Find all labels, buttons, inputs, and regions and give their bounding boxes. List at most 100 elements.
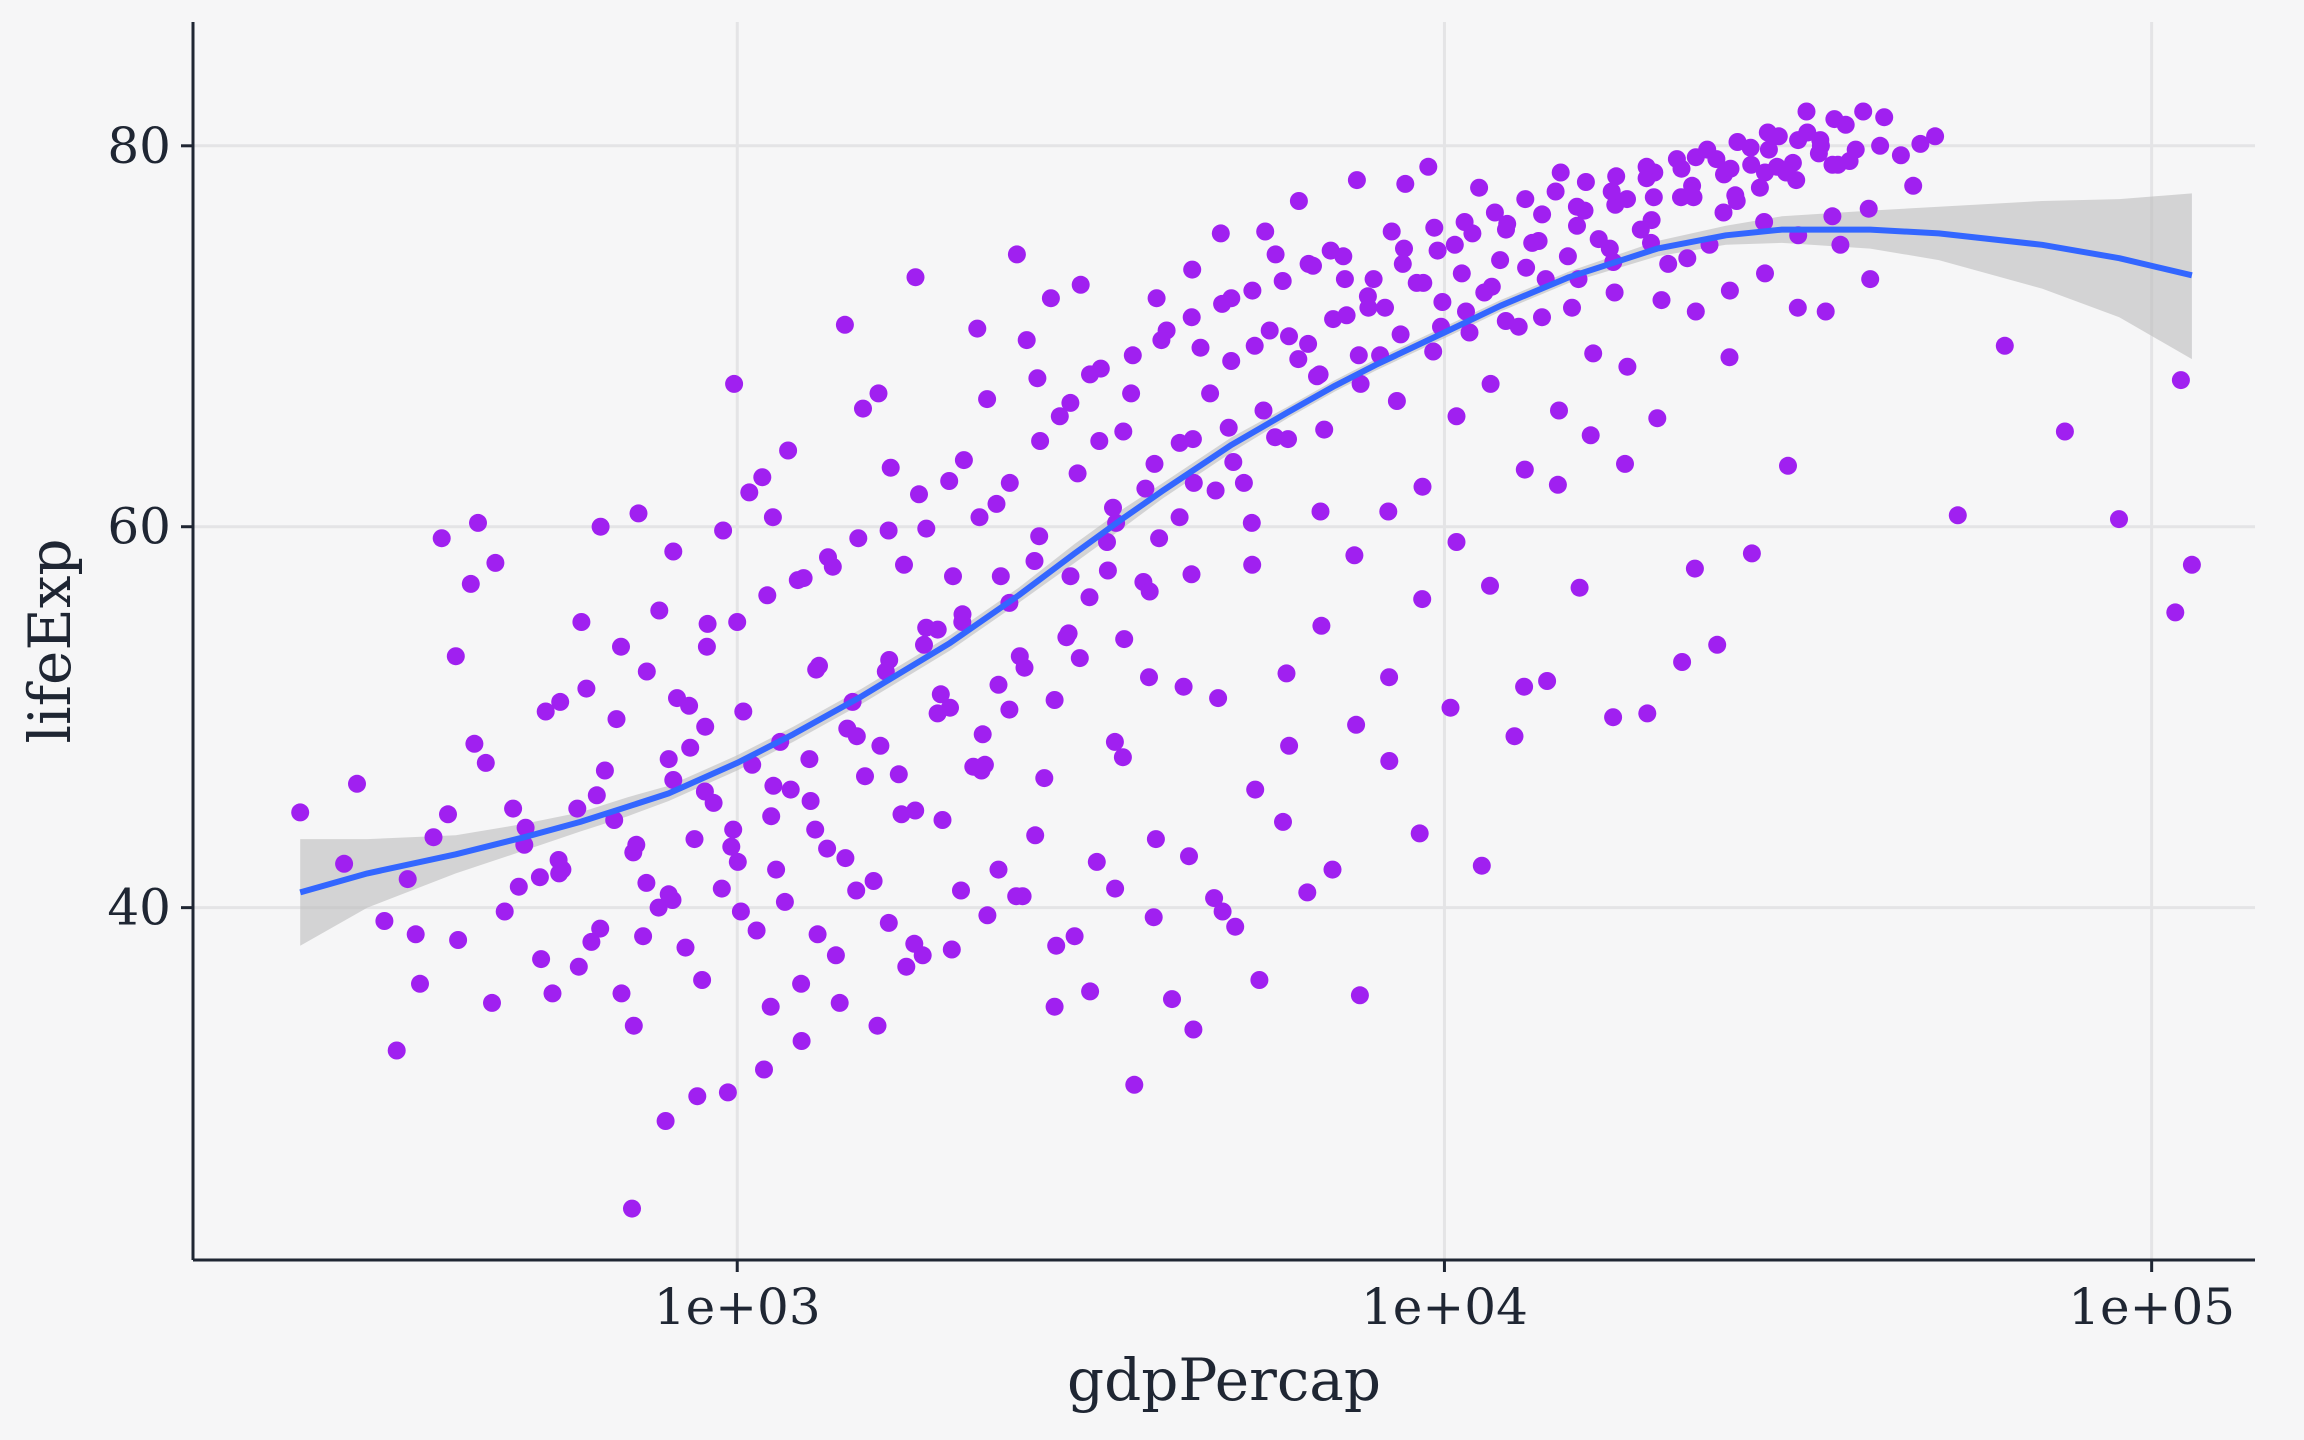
data-point [1756, 264, 1774, 283]
data-point [1191, 338, 1210, 357]
data-point [826, 946, 845, 965]
data-point [1114, 422, 1133, 441]
data-point [1584, 344, 1603, 363]
data-point [1070, 649, 1089, 668]
data-point [1224, 453, 1243, 471]
data-point [1602, 182, 1621, 201]
data-point [572, 613, 591, 631]
data-point [1720, 281, 1739, 300]
data-point [973, 725, 992, 744]
data-point [1183, 260, 1202, 279]
data-point [1246, 780, 1265, 799]
data-point [819, 548, 837, 567]
data-point [1607, 167, 1626, 186]
data-point [1226, 917, 1245, 936]
x-tick-label: 1e+05 [2068, 1278, 2235, 1336]
data-point [1145, 454, 1164, 473]
data-point [1995, 336, 2014, 355]
data-point [1708, 635, 1727, 654]
data-point [1652, 291, 1671, 310]
data-point [1299, 334, 1318, 353]
data-point [1140, 582, 1159, 601]
data-point [1170, 508, 1189, 527]
data-point [917, 618, 936, 637]
data-point [1184, 1020, 1203, 1039]
data-point [693, 971, 712, 989]
data-point [1516, 190, 1535, 209]
data-point [1672, 188, 1690, 207]
data-point [664, 542, 683, 561]
data-point [582, 932, 601, 951]
data-point [968, 319, 987, 338]
data-point [1728, 133, 1747, 151]
data-point [1698, 140, 1717, 159]
y-tick-label: 80 [107, 117, 171, 175]
data-point [476, 753, 495, 772]
y-tick-label: 40 [107, 879, 171, 937]
data-point [1788, 298, 1807, 317]
data-point [1349, 346, 1368, 365]
data-point [1140, 668, 1158, 687]
data-point [889, 765, 908, 784]
data-point [1380, 752, 1399, 770]
data-point [1273, 272, 1292, 290]
data-point [944, 567, 962, 586]
data-point [854, 399, 872, 418]
data-point [1376, 298, 1394, 317]
data-point [530, 868, 549, 887]
data-point [1472, 856, 1491, 875]
data-point [906, 801, 925, 820]
data-point [681, 738, 700, 757]
data-point [1335, 270, 1354, 289]
data-point [792, 1032, 811, 1050]
data-point [1045, 691, 1064, 709]
data-point [1379, 502, 1398, 521]
data-point [1721, 159, 1740, 178]
data-point [1414, 273, 1433, 292]
data-point [1180, 847, 1198, 866]
data-point [623, 1199, 641, 1218]
data-point [1570, 578, 1589, 597]
data-point [864, 872, 883, 890]
data-point [1031, 432, 1050, 450]
data-point [1823, 207, 1842, 226]
data-point [871, 736, 890, 755]
data-point [807, 660, 826, 679]
data-point [1113, 748, 1132, 767]
data-point [1638, 704, 1657, 723]
data-point [722, 837, 741, 856]
data-point [1387, 392, 1406, 410]
smooth-line [299, 226, 2193, 896]
data-point [1871, 136, 1890, 155]
data-point [1091, 359, 1110, 378]
data-point [486, 553, 505, 572]
data-point [1517, 258, 1536, 277]
data-point [1098, 561, 1117, 580]
data-point [348, 774, 366, 793]
data-point [695, 782, 714, 801]
data-point [624, 1016, 643, 1035]
data-point [2110, 510, 2128, 529]
data-point [1280, 736, 1299, 755]
data-point [1758, 123, 1777, 142]
data-point [1673, 653, 1692, 671]
data-point [1948, 506, 1967, 525]
data-point [1445, 235, 1464, 254]
data-point [818, 839, 837, 858]
data-point [1201, 384, 1220, 403]
data-point [1274, 812, 1292, 831]
data-point [1090, 432, 1109, 450]
data-point [724, 820, 743, 839]
data-point [1533, 205, 1552, 224]
data-point [1105, 732, 1124, 751]
data-point [1147, 289, 1166, 308]
data-point [509, 877, 528, 896]
data-point [895, 555, 913, 574]
data-point [1144, 908, 1163, 927]
data-point [1057, 628, 1076, 647]
data-point [781, 780, 800, 799]
data-point [1017, 331, 1036, 350]
data-point [1382, 222, 1401, 241]
data-point [1667, 150, 1686, 169]
data-point [1289, 350, 1308, 369]
